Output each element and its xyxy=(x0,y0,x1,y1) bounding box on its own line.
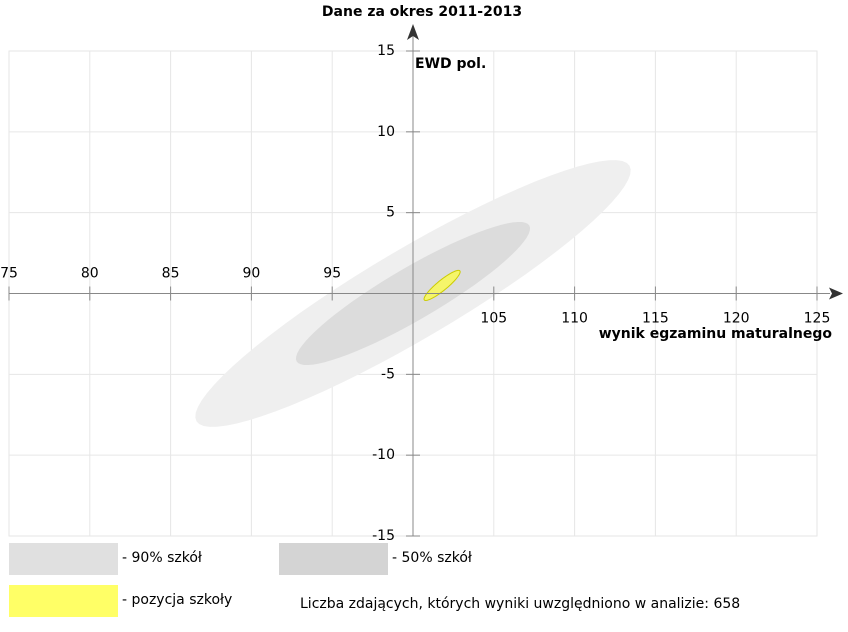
legend-label: - pozycja szkoły xyxy=(122,592,232,608)
y-tick-label: 10 xyxy=(377,124,395,140)
y-axis-title: EWD pol. xyxy=(415,56,486,72)
legend-label: - 90% szkół xyxy=(122,550,202,566)
x-tick-label: 125 xyxy=(804,311,831,327)
y-tick-label: 15 xyxy=(377,43,395,59)
x-axis-title: wynik egzaminu maturalnego xyxy=(599,326,833,342)
x-tick-label: 110 xyxy=(561,311,588,327)
x-tick-label: 75 xyxy=(0,266,18,282)
note: Liczba zdających, których wyniki uwzględ… xyxy=(300,596,740,612)
x-tick-label: 105 xyxy=(480,311,507,327)
y-tick-label: 5 xyxy=(386,205,395,221)
y-tick-label: -10 xyxy=(372,447,395,463)
legend-swatch xyxy=(9,543,118,575)
x-tick-label: 85 xyxy=(162,266,180,282)
x-axis-arrow xyxy=(829,287,843,300)
legend-swatch xyxy=(9,585,118,617)
legend-swatch xyxy=(279,543,388,575)
x-tick-label: 115 xyxy=(642,311,669,327)
chart-title: Dane za okres 2011-2013 xyxy=(322,4,522,20)
y-axis-arrow xyxy=(407,24,419,40)
x-tick-label: 95 xyxy=(323,266,341,282)
x-tick-label: 120 xyxy=(723,311,750,327)
y-tick-label: -5 xyxy=(381,366,395,382)
x-tick-label: 80 xyxy=(81,266,99,282)
y-tick-label: -15 xyxy=(372,528,395,544)
legend-label: - 50% szkół xyxy=(392,550,472,566)
x-tick-label: 90 xyxy=(242,266,260,282)
ellipse xyxy=(423,269,461,301)
